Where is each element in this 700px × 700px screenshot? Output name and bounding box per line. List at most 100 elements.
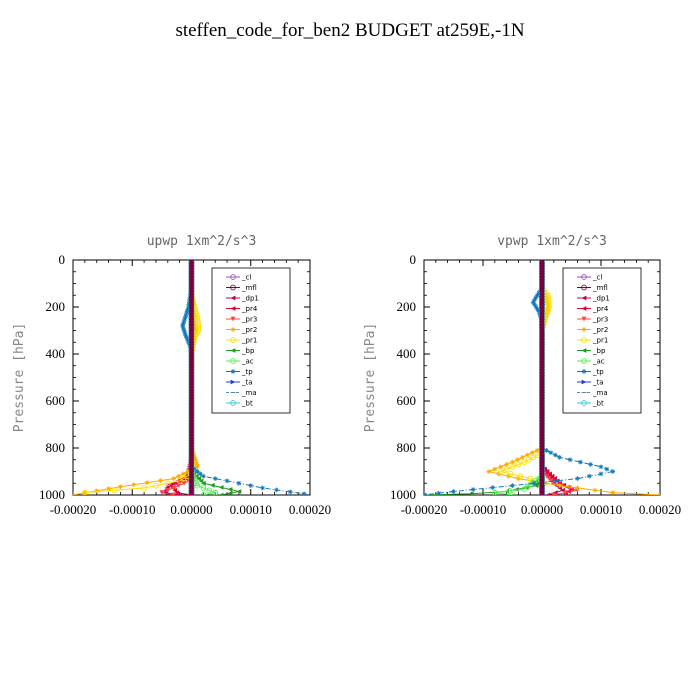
- legend-entry: _bp: [226, 347, 255, 355]
- data-point: [165, 487, 171, 493]
- data-point: [592, 487, 598, 493]
- legend-marker: [230, 316, 236, 322]
- legend-label: _pr2: [592, 326, 608, 334]
- y-tick-label: 800: [397, 440, 417, 455]
- data-point: [604, 466, 610, 472]
- y-tick-label: 400: [46, 346, 66, 361]
- data-point: [521, 459, 528, 465]
- data-point: [218, 484, 224, 490]
- data-point: [515, 461, 522, 468]
- data-point: [552, 452, 558, 458]
- data-point: [468, 491, 474, 495]
- data-point: [521, 486, 528, 492]
- data-point: [227, 490, 233, 495]
- x-tick-label: 0.00020: [639, 502, 681, 517]
- y-tick-label: 200: [397, 299, 417, 314]
- legend-label: _bt: [241, 400, 253, 408]
- x-tick-label: -0.00010: [109, 502, 156, 517]
- data-point: [557, 483, 563, 488]
- data-point: [186, 339, 191, 345]
- data-point: [176, 473, 181, 479]
- data-point: [184, 335, 189, 340]
- y-tick-label: 600: [46, 393, 66, 408]
- legend-entry: _pr4: [577, 305, 609, 313]
- data-point: [527, 475, 534, 482]
- y-tick-label: 400: [397, 346, 417, 361]
- data-point: [509, 492, 516, 495]
- data-point: [510, 459, 515, 465]
- data-point: [507, 471, 514, 477]
- data-point: [181, 328, 187, 333]
- y-tick-label: 0: [59, 252, 66, 267]
- data-point: [504, 462, 509, 467]
- data-point: [186, 304, 191, 310]
- data-point: [531, 480, 537, 486]
- data-point: [553, 478, 559, 484]
- data-point: [534, 447, 540, 453]
- x-tick-label: 0.00010: [580, 502, 622, 517]
- data-point: [236, 489, 242, 494]
- data-point: [94, 488, 100, 494]
- legend-label: _ma: [592, 389, 608, 397]
- legend-entry: _cl: [226, 274, 251, 282]
- legend-entry: _ta: [577, 379, 604, 387]
- data-point: [180, 323, 186, 329]
- data-point: [534, 292, 540, 298]
- data-point: [509, 463, 516, 470]
- legend-label: _bt: [592, 400, 604, 408]
- data-point: [182, 316, 188, 322]
- legend-entry: _pr1: [577, 337, 608, 345]
- legend-entry: _tp: [577, 368, 604, 376]
- data-point: [200, 480, 206, 486]
- legend-entry: _pr2: [577, 326, 608, 334]
- data-point: [543, 480, 549, 486]
- data-point: [200, 485, 207, 491]
- legend-label: _mfl: [241, 284, 257, 292]
- legend-marker: [230, 306, 236, 311]
- y-tick-label: 800: [46, 440, 66, 455]
- data-point: [183, 332, 188, 338]
- data-point: [172, 487, 178, 493]
- legend-marker: [581, 316, 587, 322]
- data-point: [566, 489, 571, 494]
- legend-label: _ma: [241, 389, 257, 397]
- data-point: [506, 473, 511, 479]
- data-point: [227, 487, 233, 492]
- data-point: [530, 299, 536, 305]
- data-point: [196, 476, 202, 481]
- data-point: [183, 311, 189, 317]
- data-point: [180, 325, 186, 331]
- legend-entry: _mfl: [577, 284, 608, 292]
- data-point: [533, 295, 539, 300]
- data-point: [153, 482, 159, 489]
- data-point: [451, 489, 456, 494]
- data-point: [515, 457, 520, 463]
- panel-title: vpwp 1xm^2/s^3: [497, 234, 607, 249]
- data-point: [598, 471, 604, 477]
- data-point: [525, 456, 532, 463]
- series-pr2: [73, 281, 200, 495]
- data-point: [180, 471, 186, 477]
- data-point: [176, 478, 183, 484]
- x-tick-label: -0.00020: [50, 502, 97, 517]
- data-point: [610, 490, 616, 495]
- data-point: [586, 473, 592, 479]
- legend-entry: _bt: [226, 400, 253, 408]
- data-point: [73, 492, 76, 495]
- data-point: [274, 487, 279, 493]
- data-point: [212, 489, 219, 495]
- legend-label: _ta: [592, 379, 604, 387]
- legend-label: _tp: [241, 368, 253, 376]
- data-point: [193, 459, 199, 465]
- data-point: [567, 457, 573, 463]
- legend-entry: _pr2: [226, 326, 257, 334]
- legend-entry: _bp: [577, 347, 606, 355]
- data-point: [192, 457, 198, 463]
- data-point: [212, 476, 218, 481]
- data-point: [575, 476, 580, 481]
- data-point: [569, 486, 574, 492]
- legend-marker: [581, 284, 587, 291]
- data-point: [141, 485, 147, 491]
- legend-label: _pr3: [241, 316, 257, 324]
